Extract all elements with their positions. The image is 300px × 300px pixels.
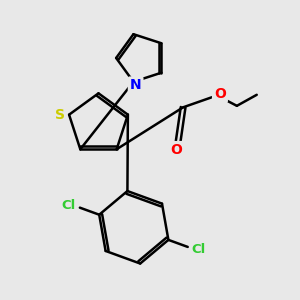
- Text: N: N: [130, 79, 142, 92]
- Text: Cl: Cl: [191, 243, 205, 256]
- Text: O: O: [214, 87, 226, 101]
- Text: Cl: Cl: [62, 199, 76, 212]
- Text: O: O: [171, 143, 182, 157]
- Text: S: S: [55, 108, 65, 122]
